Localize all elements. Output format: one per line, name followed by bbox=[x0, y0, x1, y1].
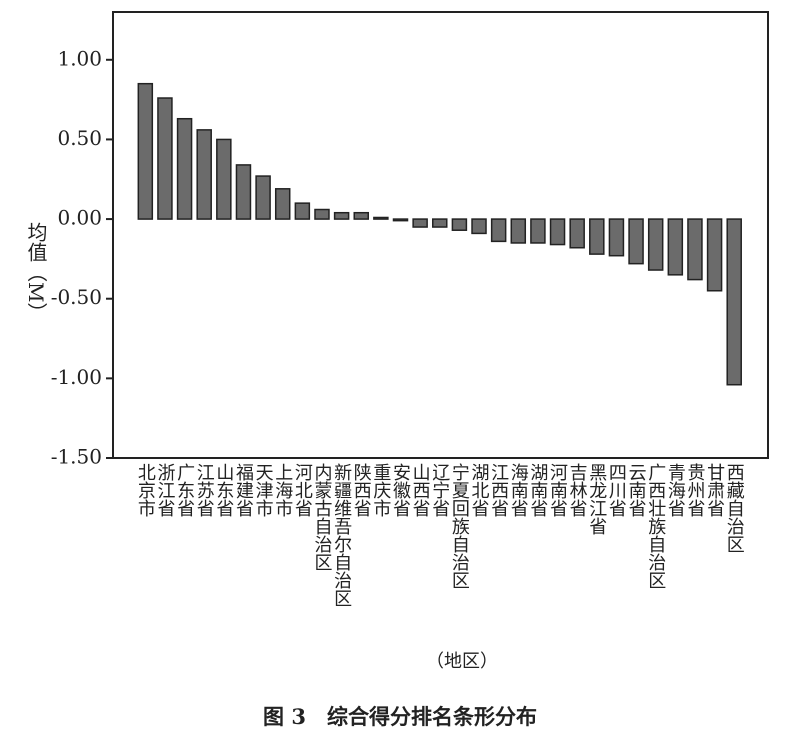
bar bbox=[294, 202, 311, 220]
caption: 图 3 综合得分排名条形分布 bbox=[263, 704, 537, 729]
x-tick-label: 黑龙江省 bbox=[586, 463, 607, 535]
bar bbox=[667, 218, 684, 276]
x-tick-label: 天津市 bbox=[253, 463, 274, 517]
x-tick-label: 贵州省 bbox=[684, 463, 705, 517]
x-tick-label: 广东省 bbox=[174, 463, 195, 517]
bar bbox=[274, 188, 291, 220]
x-tick-label: 云南省 bbox=[626, 463, 647, 517]
x-tick-label: 安徽省 bbox=[390, 463, 411, 517]
bar bbox=[569, 218, 585, 249]
bar bbox=[235, 164, 252, 220]
x-tick-label: 海南省 bbox=[508, 463, 529, 517]
bar bbox=[451, 218, 468, 231]
bar bbox=[333, 211, 350, 220]
x-tick-label: 甘肃省 bbox=[704, 463, 725, 517]
bar bbox=[706, 218, 723, 292]
bar bbox=[373, 216, 389, 220]
x-tick-label: 内蒙古自治区 bbox=[311, 463, 332, 571]
x-tick-label: 西藏自治区 bbox=[724, 463, 745, 553]
bar bbox=[157, 97, 173, 220]
bar bbox=[432, 218, 448, 228]
bar bbox=[314, 208, 330, 220]
y-tick-label: 1.00 bbox=[57, 46, 102, 70]
bar bbox=[196, 129, 212, 220]
bar bbox=[176, 117, 193, 220]
bar bbox=[589, 218, 605, 255]
bar bbox=[353, 211, 369, 220]
bar bbox=[608, 218, 625, 257]
x-tick-label: 北京市 bbox=[135, 463, 156, 517]
x-tick-label: 广西壮族自治区 bbox=[645, 463, 666, 589]
x-tick-label: 河南省 bbox=[547, 463, 568, 517]
y-tick-label: 0.00 bbox=[57, 206, 102, 230]
y-tick-label: 0.50 bbox=[57, 126, 102, 150]
x-tick-label: 辽宁省 bbox=[429, 463, 450, 517]
x-tick-label: 陕西省 bbox=[351, 463, 372, 517]
bar bbox=[726, 218, 742, 386]
x-tick-label: 四川省 bbox=[606, 463, 627, 517]
bar bbox=[392, 218, 409, 222]
y-axis-title: 均值（M） bbox=[24, 222, 48, 323]
x-tick-label: 山东省 bbox=[213, 463, 234, 517]
x-tick-label: 宁夏回族自治区 bbox=[449, 463, 470, 589]
x-tick-label: 福建省 bbox=[233, 463, 254, 517]
bar bbox=[255, 175, 271, 220]
x-tick-label: 浙江省 bbox=[154, 463, 175, 517]
bar bbox=[216, 138, 232, 220]
x-tick-label: 新疆维吾尔自治区 bbox=[331, 463, 352, 607]
y-tick-label: -1.00 bbox=[51, 365, 102, 389]
bar bbox=[137, 82, 154, 220]
plot-frame bbox=[112, 11, 769, 459]
bar bbox=[549, 218, 566, 246]
x-tick-label: 重庆市 bbox=[370, 463, 391, 517]
bar bbox=[647, 218, 664, 271]
x-tick-label: 湖南省 bbox=[527, 463, 548, 517]
y-tick-label: -0.50 bbox=[51, 285, 102, 309]
x-axis-title: （地区） bbox=[426, 651, 498, 672]
x-tick-label: 山西省 bbox=[410, 463, 431, 517]
bar bbox=[628, 218, 644, 265]
bar bbox=[412, 218, 428, 228]
x-tick-label: 吉林省 bbox=[567, 463, 588, 517]
bar bbox=[471, 218, 487, 235]
bar bbox=[510, 218, 527, 244]
x-tick-label: 上海市 bbox=[272, 463, 293, 517]
bar bbox=[490, 218, 507, 243]
bar bbox=[530, 218, 546, 244]
bar bbox=[687, 218, 703, 281]
x-tick-label: 湖北省 bbox=[469, 463, 490, 517]
y-tick-label: -1.50 bbox=[51, 445, 102, 469]
x-tick-label: 江西省 bbox=[488, 463, 509, 517]
x-tick-label: 青海省 bbox=[665, 463, 686, 517]
x-tick-label: 河北省 bbox=[292, 463, 313, 517]
x-tick-label: 江苏省 bbox=[194, 463, 215, 517]
